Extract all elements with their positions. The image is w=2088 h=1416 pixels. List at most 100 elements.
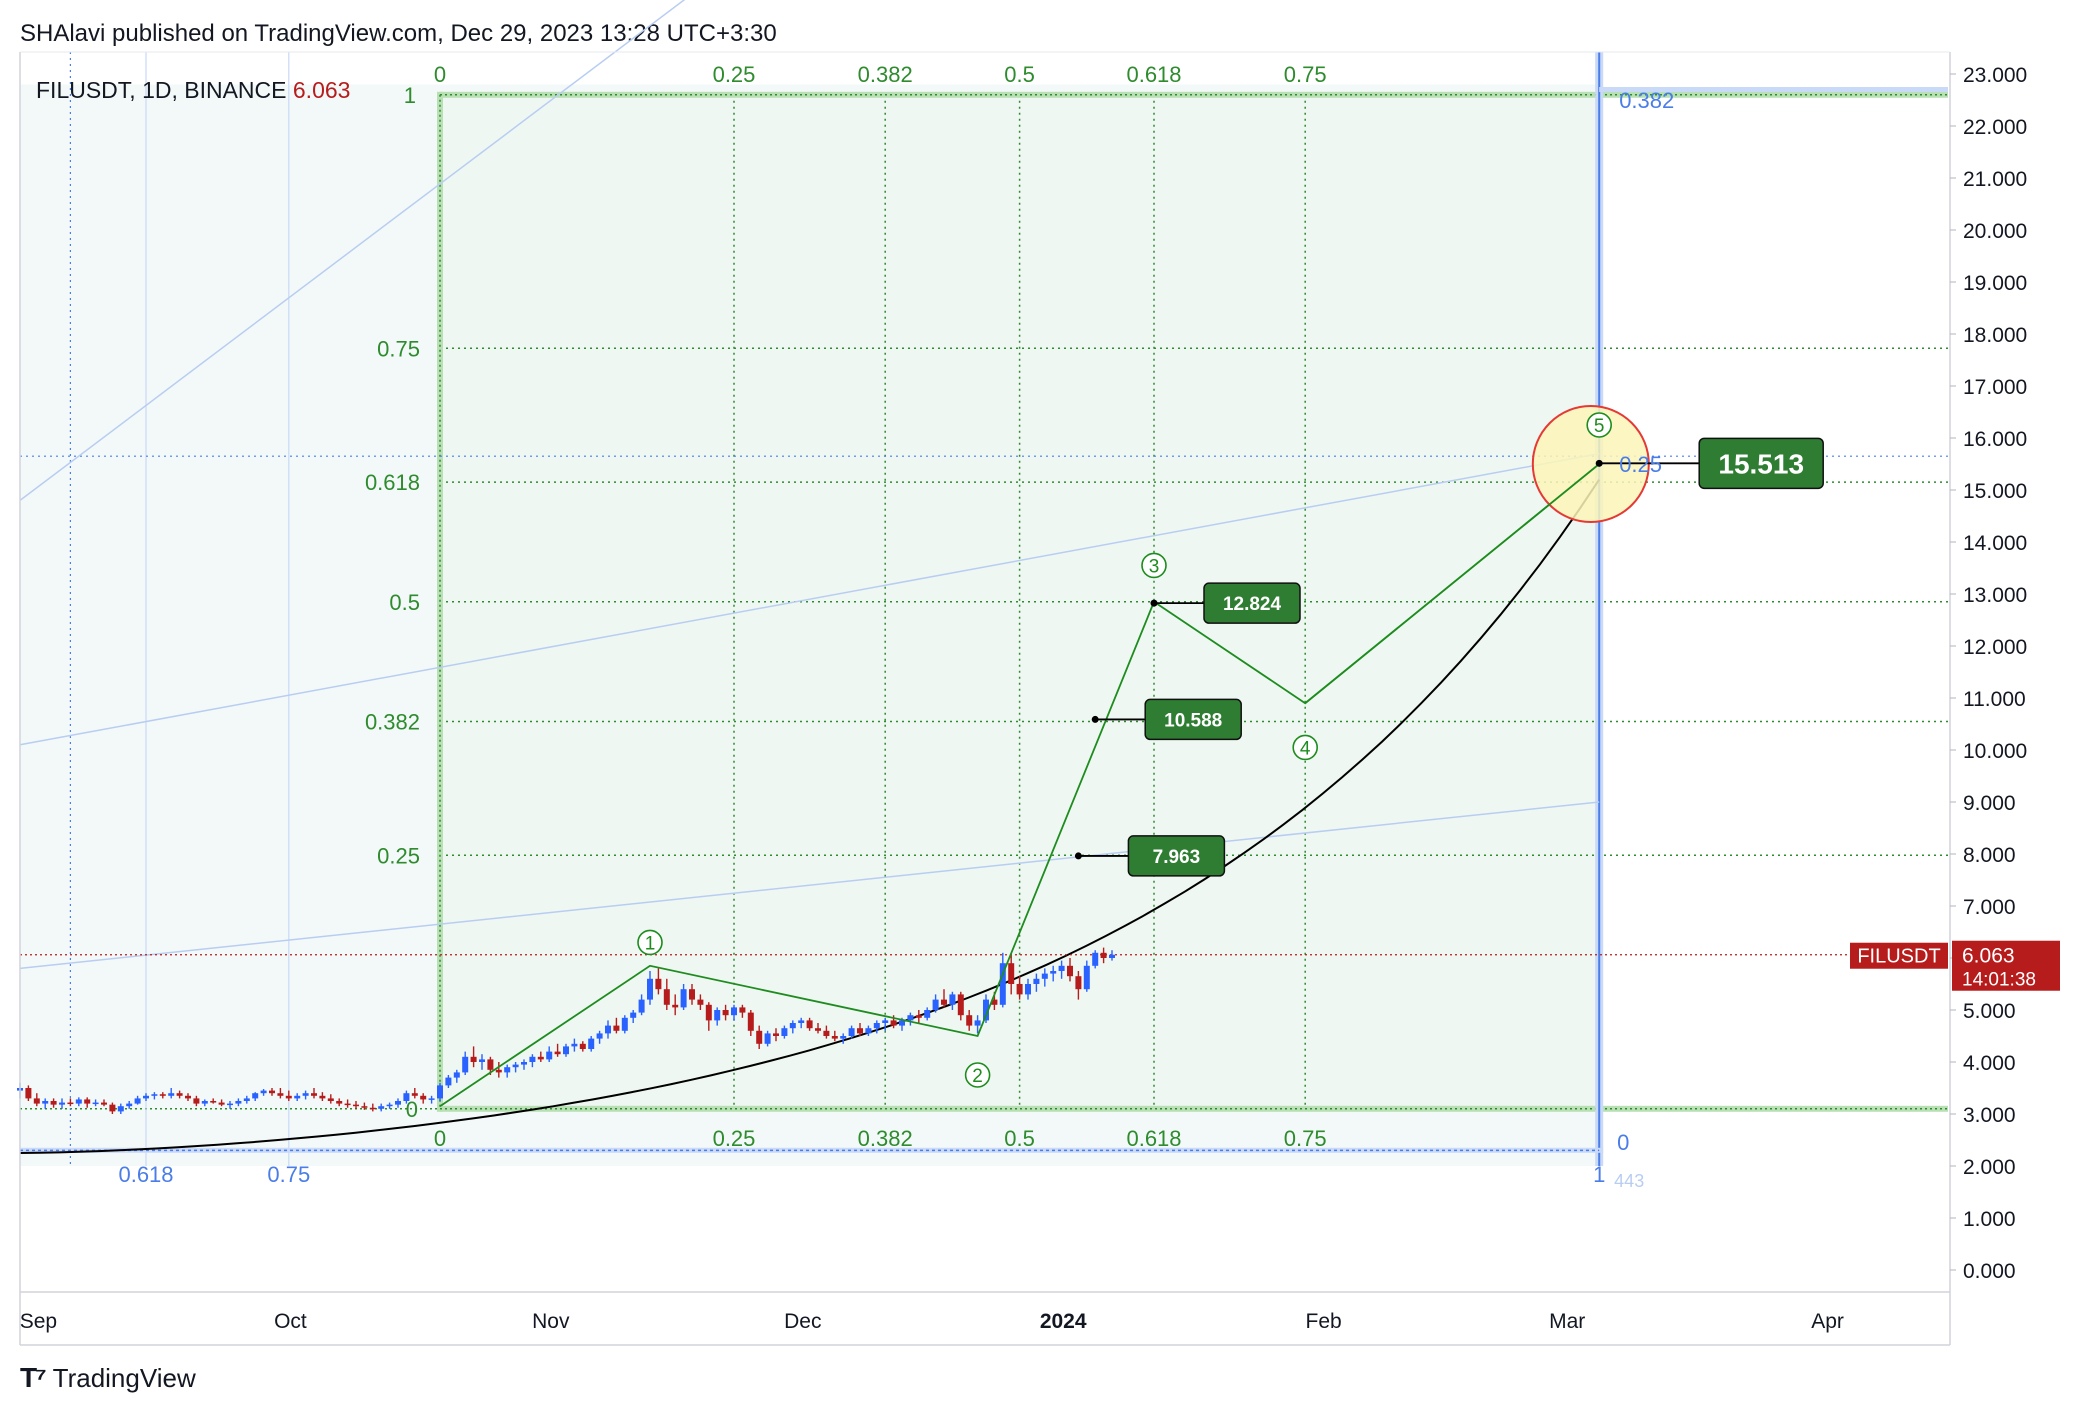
fib-blue-time-label: 0.618 bbox=[118, 1162, 173, 1187]
candle-body bbox=[487, 1059, 494, 1070]
candle-body bbox=[672, 1004, 679, 1008]
candle-body bbox=[596, 1033, 603, 1039]
candle bbox=[101, 1099, 107, 1107]
candle-body bbox=[1092, 952, 1099, 966]
candle bbox=[596, 1030, 603, 1044]
candle-body bbox=[470, 1056, 477, 1062]
candle-body bbox=[117, 1106, 124, 1112]
candle-body bbox=[638, 999, 645, 1013]
candle-body bbox=[899, 1020, 905, 1026]
candle-body bbox=[84, 1099, 91, 1104]
candle-body bbox=[1016, 984, 1023, 995]
candle bbox=[840, 1033, 847, 1044]
candle bbox=[143, 1093, 149, 1101]
wave-label-circle bbox=[637, 929, 663, 956]
candle-body bbox=[504, 1067, 511, 1073]
candle bbox=[470, 1046, 477, 1068]
candle-body bbox=[1058, 965, 1065, 971]
y-tick-label: 1.000 bbox=[1963, 1208, 2016, 1231]
candle-body bbox=[311, 1093, 317, 1096]
candle-body bbox=[159, 1094, 166, 1096]
wave-label-circle bbox=[1292, 734, 1318, 761]
candle bbox=[1067, 958, 1073, 982]
candle bbox=[117, 1103, 124, 1114]
candle-body bbox=[210, 1101, 217, 1103]
candle bbox=[672, 994, 679, 1016]
target-box bbox=[1127, 835, 1226, 877]
fib-price-ratio-label: 1 bbox=[404, 83, 416, 108]
candle bbox=[756, 1025, 763, 1049]
candle-body bbox=[571, 1043, 578, 1047]
candle bbox=[655, 968, 662, 995]
fib-time-ratio-bottom: 0.382 bbox=[858, 1126, 913, 1151]
candle bbox=[437, 1082, 443, 1101]
candle bbox=[59, 1098, 65, 1109]
symbol-price-tag bbox=[1850, 942, 1948, 969]
candle bbox=[252, 1092, 259, 1101]
candle-body bbox=[25, 1088, 32, 1099]
candle bbox=[571, 1038, 578, 1052]
candle-body bbox=[235, 1101, 242, 1104]
candle bbox=[403, 1090, 410, 1104]
candle bbox=[260, 1089, 267, 1096]
fib-box-left-edge bbox=[437, 91, 443, 1112]
current-price-badge bbox=[1952, 940, 2060, 991]
candle bbox=[579, 1041, 586, 1052]
candle bbox=[697, 994, 704, 1010]
fib-price-ratio-label: 0 bbox=[406, 1097, 418, 1122]
candle-body bbox=[857, 1028, 863, 1034]
wave-5-segment bbox=[1304, 463, 1600, 704]
candle bbox=[134, 1095, 141, 1105]
candle-body bbox=[1025, 984, 1031, 995]
tradingview-logo-icon: T⁷ bbox=[20, 1362, 47, 1393]
candle-body bbox=[42, 1101, 49, 1104]
candle-body bbox=[67, 1102, 74, 1105]
candle-body bbox=[605, 1025, 611, 1034]
candle-body bbox=[126, 1103, 133, 1107]
y-tick-label: 10.000 bbox=[1963, 740, 2027, 763]
candle-body bbox=[319, 1095, 326, 1099]
fib-price-ratio-label: 0.5 bbox=[389, 590, 420, 615]
candle-body bbox=[865, 1028, 872, 1034]
candle bbox=[966, 1010, 973, 1031]
candle bbox=[1041, 968, 1048, 987]
candle bbox=[92, 1099, 99, 1107]
candle-body bbox=[369, 1107, 376, 1110]
candle-body bbox=[1008, 963, 1015, 984]
candle-body bbox=[546, 1051, 553, 1060]
candle-body bbox=[437, 1085, 443, 1099]
candle bbox=[882, 1017, 889, 1031]
candle-body bbox=[109, 1104, 116, 1112]
x-tick-label: Dec bbox=[784, 1310, 821, 1333]
candle bbox=[210, 1098, 217, 1104]
candle bbox=[126, 1101, 133, 1109]
target-label: 7.963 bbox=[1153, 847, 1201, 868]
fib-blue-level-label: 0.382 bbox=[1619, 88, 1674, 113]
fib-blue-level-label: 0.25 bbox=[1619, 452, 1662, 477]
candle-body bbox=[201, 1101, 208, 1104]
wave-label-1: 1 bbox=[645, 933, 656, 954]
candle bbox=[957, 991, 964, 1021]
candle-body bbox=[949, 994, 956, 1005]
fib-time-ratio-bottom: 0 bbox=[434, 1126, 446, 1151]
x-tick-label: Nov bbox=[532, 1310, 570, 1333]
footer: T⁷ TradingView bbox=[20, 1362, 196, 1394]
x-tick-label: Apr bbox=[1811, 1310, 1844, 1333]
fib-price-ratio-label: 0.75 bbox=[377, 336, 420, 361]
candle bbox=[453, 1069, 460, 1083]
candle bbox=[831, 1030, 838, 1042]
candle-body bbox=[151, 1094, 158, 1096]
candle-body bbox=[185, 1095, 191, 1099]
candle-body bbox=[630, 1012, 637, 1018]
y-tick-label: 0.000 bbox=[1963, 1260, 2016, 1283]
y-tick-label: 14.000 bbox=[1963, 532, 2027, 555]
wave-label-5: 5 bbox=[1594, 416, 1605, 437]
candle bbox=[185, 1093, 191, 1101]
candle bbox=[563, 1043, 569, 1057]
candle-body bbox=[764, 1033, 771, 1044]
candle-body bbox=[798, 1020, 805, 1023]
y-tick-label: 11.000 bbox=[1963, 688, 2026, 711]
y-tick-label: 23.000 bbox=[1963, 64, 2027, 87]
target-label: 10.588 bbox=[1164, 710, 1222, 731]
